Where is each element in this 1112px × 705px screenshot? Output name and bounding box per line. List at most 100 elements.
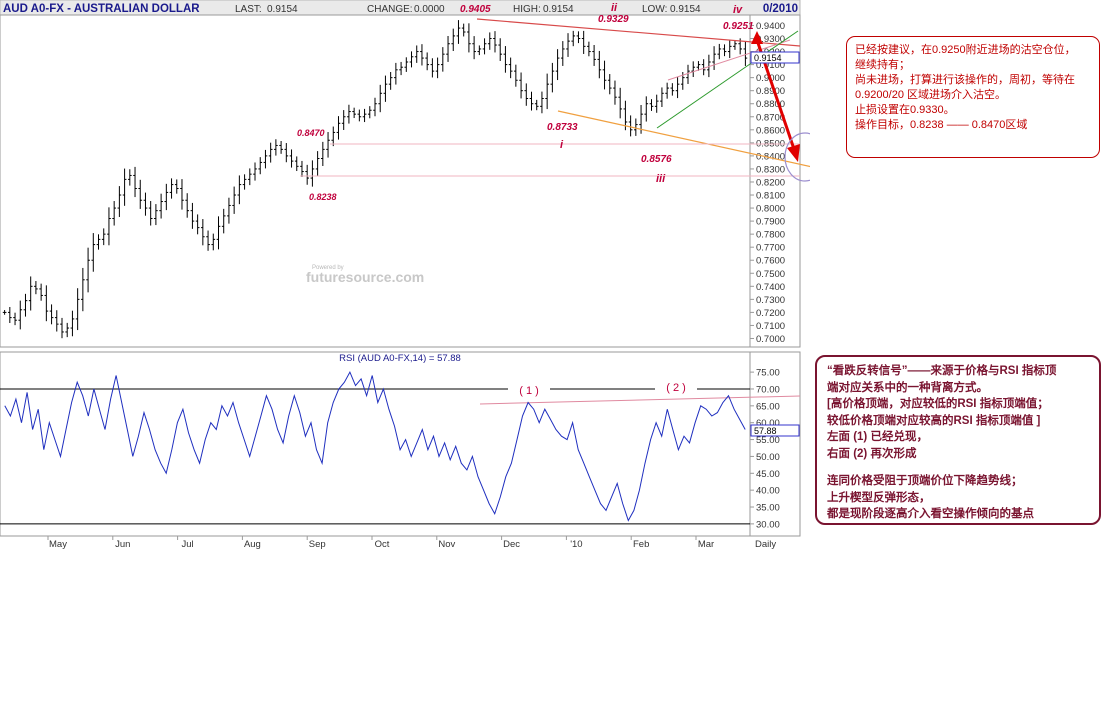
price-bar (60, 317, 64, 339)
price-bar (70, 310, 75, 337)
price-bar (357, 109, 362, 122)
price-bar (404, 57, 409, 72)
price-bar (555, 49, 560, 81)
price-bar (743, 41, 748, 66)
price-bars (2, 20, 748, 339)
price-bar (206, 230, 210, 251)
price-bar (644, 96, 649, 122)
rsi-axis-label: 60.00 (756, 418, 780, 429)
divergence-label-2-bg (655, 379, 697, 393)
price-bar (7, 306, 12, 324)
price-bar (289, 149, 294, 168)
change-label: CHANGE: (367, 4, 413, 15)
label-0-8470: 0.8470 (297, 128, 325, 138)
header-date: 0/2010 (763, 3, 798, 15)
label-0-9251: 0.9251 (723, 21, 754, 32)
price-bar (91, 233, 96, 272)
time-axis-label: Jul (182, 539, 194, 550)
price-bar (691, 61, 696, 77)
low-value: 0.9154 (670, 4, 701, 15)
rsi-axis-label: 45.00 (756, 469, 780, 480)
price-axis-label: 0.9400 (756, 21, 785, 32)
price-bar (305, 164, 310, 185)
price-axis-label: 0.7200 (756, 308, 785, 319)
price-axis-label: 0.7900 (756, 217, 785, 228)
time-axis-label: May (49, 539, 67, 550)
price-bar (649, 99, 654, 111)
price-bar (487, 32, 492, 50)
chart-title: AUD A0-FX - AUSTRALIAN DOLLAR (3, 3, 200, 15)
price-axis-label: 0.8800 (756, 99, 785, 110)
downtrend-line (476, 18, 801, 47)
price-bar (39, 283, 43, 301)
high-label: HIGH: (513, 4, 541, 15)
price-axis-label: 0.7100 (756, 321, 785, 332)
trade-plan-line: 已经按建议，在0.9250附近进场的沽空仓位， (855, 44, 1076, 56)
price-bar (347, 104, 351, 124)
price-bar (201, 219, 205, 246)
price-bar (242, 174, 247, 190)
last-price-tag-box (750, 51, 800, 64)
rsi-divergence-line (479, 395, 801, 405)
time-axis-label: Sep (309, 539, 326, 550)
divergence-note-line: 较低价格顶端对应较高的RSI 指标顶端值 ] (827, 414, 1041, 427)
rsi-axis-label: 65.00 (756, 401, 780, 412)
price-bar (341, 110, 346, 130)
price-bar (378, 84, 383, 113)
price-bar (300, 160, 304, 177)
trade-plan-line: 继续持有； (855, 59, 910, 71)
price-axis-label: 0.9300 (756, 34, 785, 45)
price-bar (247, 168, 252, 186)
price-bar (96, 234, 101, 250)
top-arrow-head (751, 31, 763, 44)
divergence-note-line: 端对应关系中的一种背离方式。 (827, 381, 988, 394)
price-bar (221, 208, 226, 234)
price-axis-label: 0.7300 (756, 295, 785, 306)
price-bar (101, 228, 106, 246)
divergence-note-line: [高价格顶端，对应较低的RSI 指标顶端值； (827, 398, 1049, 410)
price-bar (216, 216, 221, 250)
price-bar (362, 108, 367, 123)
price-bar (592, 44, 596, 66)
price-bar (81, 267, 85, 312)
price-bar (315, 151, 320, 177)
price-bar (482, 38, 487, 55)
price-bar (660, 87, 664, 107)
price-bar (727, 39, 732, 59)
price-bar (399, 61, 403, 76)
divergence-note-line: 左面 (1) 已经兑现， (827, 431, 928, 443)
price-bar (331, 126, 336, 147)
price-bar (545, 73, 549, 110)
price-bar (524, 83, 529, 106)
price-bar (566, 33, 570, 57)
price-bar (54, 310, 59, 332)
price-bar (456, 20, 461, 44)
price-bar (117, 186, 122, 217)
price-bar (237, 175, 242, 205)
price-bar (498, 38, 503, 61)
price-bar (279, 141, 283, 154)
price-bar (169, 178, 174, 199)
support-orange-line (557, 110, 810, 168)
price-bar (143, 192, 148, 216)
price-bar (352, 107, 356, 119)
price-axis-label: 0.8100 (756, 191, 785, 202)
price-bar (326, 132, 330, 158)
price-axis-label: 0.7400 (756, 282, 785, 293)
price-axis-label: 0.8000 (756, 204, 785, 215)
label-wave-i: i (560, 139, 564, 151)
price-bar (665, 82, 669, 99)
price-axis-label: 0.7000 (756, 334, 785, 345)
price-bar (712, 46, 716, 70)
change-value: 0.0000 (414, 4, 445, 15)
label-0-8733: 0.8733 (547, 122, 578, 133)
label-0-9405: 0.9405 (460, 4, 491, 15)
price-bar (571, 30, 576, 47)
price-bar (717, 43, 722, 60)
time-axis-label: Oct (375, 539, 390, 550)
price-bar (373, 97, 377, 117)
price-bar (310, 160, 315, 187)
label-wave-ii: ii (611, 2, 618, 14)
price-pane (0, 14, 801, 348)
price-bar (49, 304, 54, 325)
